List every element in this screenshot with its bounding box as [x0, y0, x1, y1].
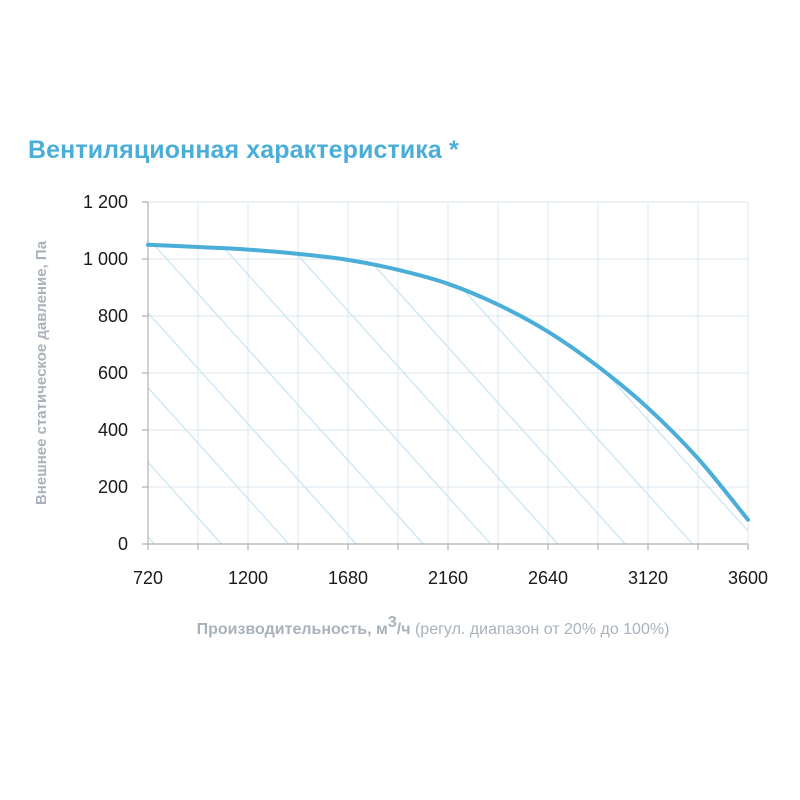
- y-tick-label: 1 000: [83, 249, 128, 269]
- x-axis-label-superscript: 3: [388, 614, 397, 631]
- y-tick-label: 1 200: [83, 192, 128, 212]
- y-tick-label: 200: [98, 477, 128, 497]
- x-tick-label: 1680: [328, 568, 368, 588]
- x-tick-label: 2640: [528, 568, 568, 588]
- tick-labels: 0 200 400 600 800 1 000 1 200 720 1200 1680 2160 26…: [83, 192, 768, 588]
- chart-title: Вентиляционная характеристика *: [28, 136, 459, 164]
- y-tick-label: 600: [98, 363, 128, 383]
- x-axis-label-main: Производительность, м: [197, 621, 388, 638]
- x-tick-label: 3600: [728, 568, 768, 588]
- x-axis-label-unit: /ч: [397, 621, 411, 638]
- x-tick-label: 3120: [628, 568, 668, 588]
- x-tick-label: 720: [133, 568, 163, 588]
- y-tick-label: 800: [98, 306, 128, 326]
- y-axis-label: Внешнее статическое давление, Па: [33, 240, 50, 505]
- series-line: [146, 242, 750, 522]
- x-axis-label: Производительность, м3/ч (регул. диапазо…: [197, 614, 670, 638]
- x-tick-label: 2160: [428, 568, 468, 588]
- y-tick-label: 0: [118, 534, 128, 554]
- x-tick-label: 1200: [228, 568, 268, 588]
- y-tick-label: 400: [98, 420, 128, 440]
- x-axis-label-note: (регул. диапазон от 20% до 100%): [411, 621, 670, 638]
- axes: [142, 201, 749, 550]
- area-under-curve: [148, 244, 748, 544]
